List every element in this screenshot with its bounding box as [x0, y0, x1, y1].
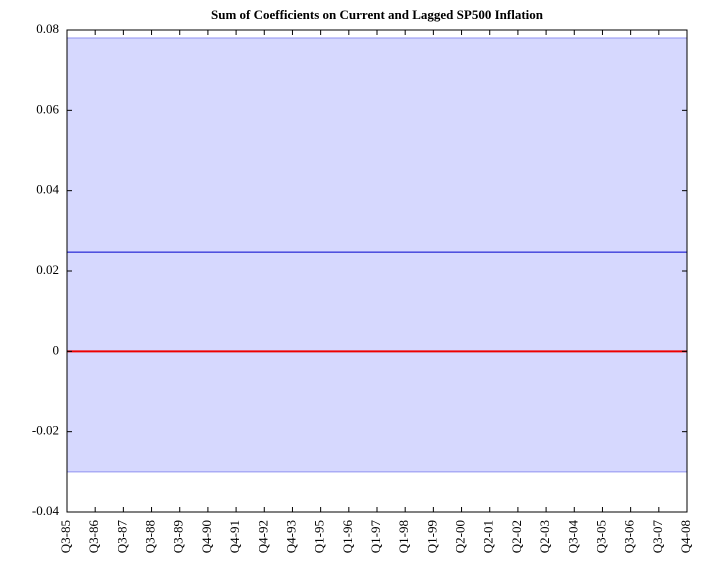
x-tick-label: Q4-90 — [199, 520, 214, 553]
y-tick-label: 0.06 — [36, 101, 59, 116]
x-tick-label: Q1-98 — [396, 520, 411, 553]
x-tick-label: Q3-07 — [650, 520, 665, 554]
x-tick-label: Q4-91 — [227, 520, 242, 553]
x-tick-label: Q4-08 — [678, 520, 693, 553]
x-tick-label: Q4-92 — [255, 520, 270, 553]
x-tick-label: Q3-88 — [143, 520, 158, 553]
x-tick-label: Q2-03 — [537, 520, 552, 553]
x-tick-label: Q2-00 — [453, 520, 468, 553]
y-tick-label: -0.04 — [32, 503, 60, 518]
x-tick-label: Q4-93 — [283, 520, 298, 553]
y-tick-label: -0.02 — [32, 423, 59, 438]
x-tick-label: Q3-06 — [622, 520, 637, 554]
y-tick-label: 0.02 — [36, 262, 59, 277]
chart-title: Sum of Coefficients on Current and Lagge… — [211, 7, 544, 22]
y-tick-label: 0 — [53, 342, 60, 357]
x-tick-label: Q1-96 — [340, 520, 355, 554]
y-tick-label: 0.04 — [36, 182, 59, 197]
confidence-band — [67, 38, 687, 472]
x-tick-label: Q1-95 — [312, 520, 327, 553]
x-tick-label: Q1-99 — [424, 520, 439, 553]
x-tick-label: Q3-05 — [593, 520, 608, 553]
x-tick-label: Q1-97 — [368, 520, 383, 554]
x-tick-label: Q3-86 — [86, 520, 101, 554]
x-tick-label: Q3-89 — [171, 520, 186, 553]
x-tick-label: Q3-04 — [565, 520, 580, 554]
x-tick-label: Q2-02 — [509, 520, 524, 553]
x-tick-label: Q3-85 — [58, 520, 73, 553]
y-tick-label: 0.08 — [36, 21, 59, 36]
x-tick-label: Q3-87 — [114, 520, 129, 554]
x-tick-label: Q2-01 — [481, 520, 496, 553]
